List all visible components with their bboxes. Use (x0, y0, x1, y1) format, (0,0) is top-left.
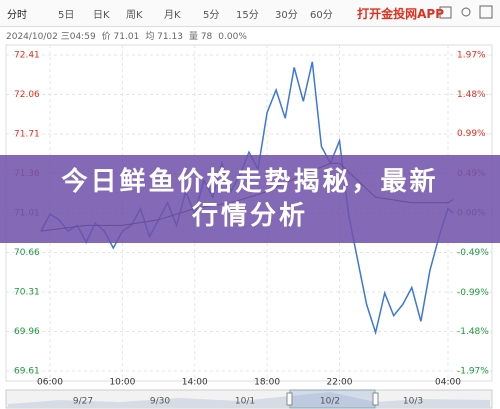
tab-icons (439, 5, 493, 19)
x-tick-label: 14:00 (182, 378, 208, 388)
y-tick-label: 70.31 (14, 288, 40, 298)
tab[interactable]: 5分 (203, 10, 220, 21)
navigator-handle[interactable] (286, 392, 293, 406)
y2-tick-label: 1.48% (457, 90, 486, 100)
navigator-label: 10/1 (235, 397, 255, 407)
navigator-handle[interactable] (372, 392, 379, 406)
quote-info: 2024/10/02 三04:59 价 71.01 均 71.13 量 78 0.00% (6, 29, 253, 42)
x-tick-label: 18:00 (254, 378, 280, 388)
navigator-area (8, 392, 490, 408)
tab[interactable]: 日K (93, 10, 110, 21)
navigator-label: 9/30 (150, 397, 170, 407)
y2-tick-label: -1.48% (457, 327, 489, 337)
y-tick-label: 69.96 (14, 327, 40, 337)
y2-tick-label: -0.49% (457, 248, 489, 258)
tab[interactable]: 5日 (58, 10, 75, 21)
y-tick-label: 72.06 (14, 90, 40, 100)
y2-tick-label: 1.97% (457, 51, 486, 61)
y-tick-label: 69.61 (14, 367, 40, 377)
info-item: 价 71.01 (101, 32, 140, 42)
fullscreen-icon[interactable] (479, 5, 493, 19)
navigator-label: 9/27 (73, 397, 93, 407)
y2-tick-label: -1.97% (457, 367, 489, 377)
y-tick-label: 72.41 (14, 51, 40, 61)
info-item: 均 71.13 (145, 32, 183, 42)
tab[interactable]: 周K (126, 10, 143, 21)
info-item: 0.00% (218, 32, 247, 42)
banner: 今日鲜鱼价格走势揭秘，最新行情分析 (0, 155, 500, 243)
brand-link[interactable]: 打开金投网APP (357, 7, 444, 21)
x-tick-label: 22:00 (326, 378, 352, 388)
navigator-label: 10/3 (403, 397, 423, 407)
info-item: 量 78 (188, 32, 213, 42)
tab[interactable]: 15分 (236, 10, 259, 21)
tab[interactable]: 60分 (310, 10, 333, 21)
y-tick-label: 71.71 (14, 130, 40, 140)
tab[interactable]: 30分 (275, 10, 298, 21)
x-tick-label: 06:00 (37, 378, 63, 388)
banner-title: 今日鲜鱼价格走势揭秘，最新行情分析 (61, 167, 439, 231)
y-tick-label: 70.66 (14, 248, 40, 258)
x-tick-label: 04:00 (435, 378, 461, 388)
navigator-label: 10/2 (320, 397, 340, 407)
tab[interactable]: 分时 (7, 10, 27, 21)
x-tick-label: 10:00 (109, 378, 135, 388)
expand-icon[interactable] (439, 6, 452, 19)
settings-icon[interactable] (461, 7, 471, 17)
tab[interactable]: 月K (164, 10, 181, 21)
info-item: 2024/10/02 三04:59 (6, 32, 96, 42)
tab-bar: 打开金投网APP 分时 5日 日K 周K 月K 5分 15分 30分 60分 (0, 0, 500, 27)
y2-tick-label: -0.99% (457, 288, 489, 298)
y2-tick-label: 0.99% (457, 129, 486, 139)
